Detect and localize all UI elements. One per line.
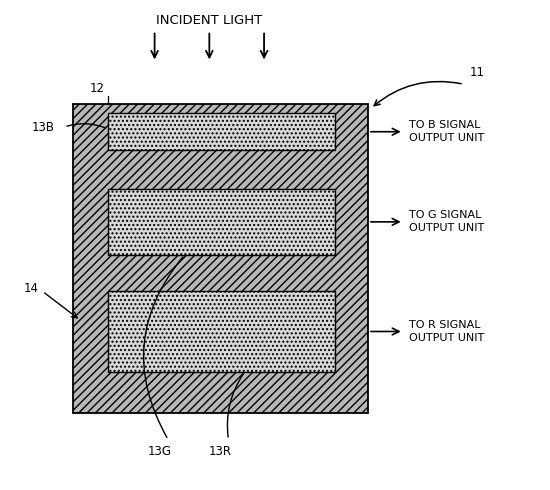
Text: INCIDENT LIGHT: INCIDENT LIGHT [156,14,262,26]
Text: 14: 14 [23,282,38,295]
Text: 13G: 13G [148,445,172,458]
Text: TO G SIGNAL
OUTPUT UNIT: TO G SIGNAL OUTPUT UNIT [409,210,485,233]
Bar [73,104,368,413]
Text: 11: 11 [469,66,484,79]
Bar [108,114,335,150]
Text: 13R: 13R [209,445,232,458]
Bar [108,291,335,372]
Text: TO R SIGNAL
OUTPUT UNIT: TO R SIGNAL OUTPUT UNIT [409,320,485,343]
Text: 12: 12 [90,82,104,96]
Bar [108,189,335,255]
Text: 13B: 13B [31,121,54,134]
Text: TO B SIGNAL
OUTPUT UNIT: TO B SIGNAL OUTPUT UNIT [409,120,485,143]
